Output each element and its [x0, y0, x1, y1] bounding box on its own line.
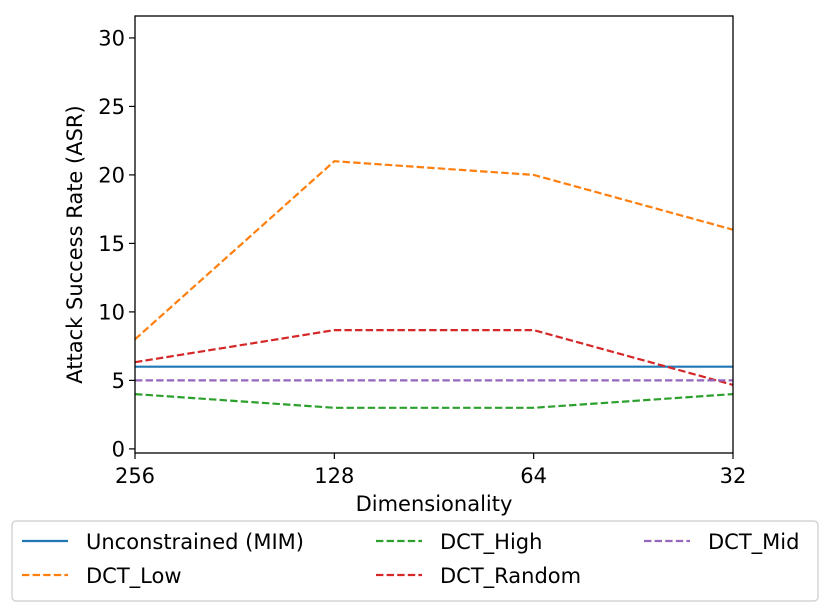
- legend-label-dct-mid: DCT_Mid: [708, 530, 799, 555]
- x-axis-label: Dimensionality: [356, 492, 513, 516]
- axis-ticks-layer: 0 5 10 15 20 25 30 256 128 64 32: [98, 26, 746, 488]
- y-tick-label: 25: [98, 95, 125, 119]
- series-line-dct-low: [135, 160, 733, 341]
- legend-label-dct-high: DCT_High: [440, 530, 542, 555]
- x-tick-label: 256: [115, 464, 155, 488]
- legend-label-unconstrained-mim: Unconstrained (MIM): [86, 530, 304, 554]
- legend-label-dct-low: DCT_Low: [86, 564, 182, 589]
- series-line-dct-high: [135, 392, 733, 409]
- y-tick-label: 15: [98, 232, 125, 256]
- y-tick-label: 5: [112, 369, 125, 393]
- legend-frame: [11, 520, 819, 602]
- y-tick-label: 10: [98, 300, 125, 324]
- plot-area-frame: [134, 15, 734, 454]
- x-tick-label: 128: [314, 464, 354, 488]
- y-tick-label: 20: [98, 163, 125, 187]
- x-tick-label: 64: [520, 464, 547, 488]
- y-tick-label: 0: [112, 437, 125, 461]
- legend: Unconstrained (MIM) DCT_Low DCT_High DCT_Ra…: [11, 520, 819, 602]
- y-axis-label: Attack Success Rate (ASR): [63, 105, 87, 383]
- legend-label-dct-random: DCT_Random: [440, 564, 581, 589]
- series-lines-layer: [135, 160, 733, 409]
- series-line-dct-random: [135, 329, 733, 386]
- x-tick-label: 32: [720, 464, 747, 488]
- y-tick-label: 30: [98, 26, 125, 50]
